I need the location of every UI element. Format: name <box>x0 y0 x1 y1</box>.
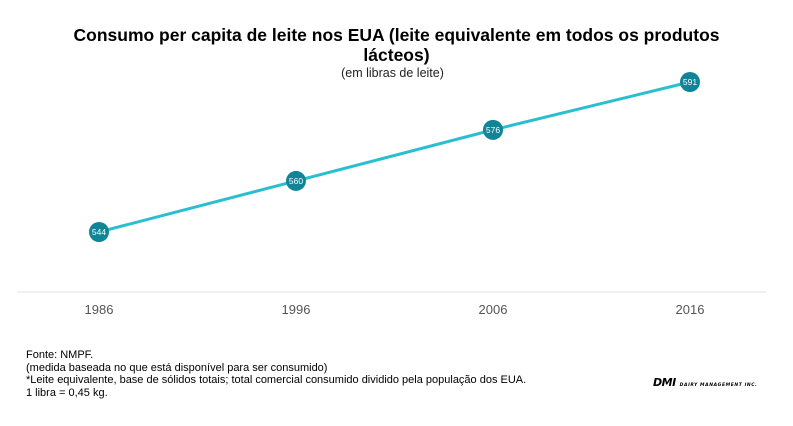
chart-subtitle: (em libras de leite) <box>341 66 444 80</box>
x-tick-label-2016: 2016 <box>676 302 705 317</box>
data-label-2016: 591 <box>683 77 697 87</box>
dmi-logo-tagline: DAIRY MANAGEMENT INC. <box>679 383 758 388</box>
footnotes: Fonte: NMPF. (medida baseada no que está… <box>26 349 526 399</box>
dmi-logo: DMI DAIRY MANAGEMENT INC. <box>653 376 757 389</box>
x-tick-label-1996: 1996 <box>282 302 311 317</box>
data-point-2006 <box>483 119 503 140</box>
data-point-1986 <box>89 222 109 242</box>
data-point-2016 <box>680 72 700 92</box>
footnote-milk-equivalent: *Leite equivalente, base de sólidos tota… <box>26 374 527 387</box>
chart-title-line-1: Consumo per capita de leite nos EUA (lei… <box>73 25 720 45</box>
footnote-measure: (medida baseada no que está disponível p… <box>26 361 328 374</box>
chart-title: Consumo per capita de leite nos EUA (lei… <box>0 25 793 65</box>
series-line <box>98 80 691 234</box>
x-tick-label-1986: 1986 <box>85 302 114 317</box>
footnote-unit-conversion: 1 libra = 0,45 kg. <box>26 386 108 399</box>
dmi-logo-mark: DMI <box>653 376 676 389</box>
data-point-1996 <box>286 170 306 191</box>
footnote-source: Fonte: NMPF. <box>26 349 94 361</box>
data-label-1996: 560 <box>289 176 303 186</box>
x-tick-label-2006: 2006 <box>479 302 508 317</box>
chart-title-line-2: lácteos) <box>363 45 430 65</box>
data-label-2006: 576 <box>486 125 500 135</box>
data-label-1986: 544 <box>92 227 106 237</box>
